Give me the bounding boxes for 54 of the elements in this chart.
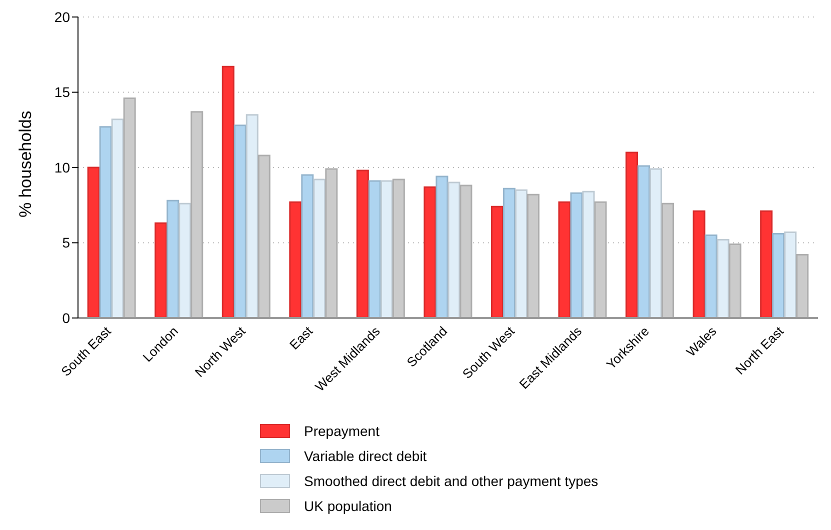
bar <box>123 98 136 318</box>
y-axis-title: % households <box>16 110 36 218</box>
legend-label: Smoothed direct debit and other payment types <box>304 472 598 488</box>
bar <box>448 182 460 318</box>
bar <box>424 186 436 318</box>
bar <box>570 192 583 318</box>
bar <box>436 176 448 318</box>
bar <box>594 201 607 318</box>
bar <box>692 210 706 318</box>
bar <box>502 188 516 318</box>
bar <box>99 126 112 318</box>
bar <box>325 168 338 318</box>
bar <box>650 168 662 318</box>
legend-label: Variable direct debit <box>304 448 427 464</box>
bar <box>526 194 540 318</box>
bar <box>111 118 124 318</box>
bar <box>728 244 742 318</box>
legend-label: Prepayment <box>304 422 380 438</box>
bar <box>716 238 730 318</box>
bar <box>626 152 638 318</box>
bar <box>222 66 234 318</box>
bar <box>356 170 369 318</box>
bar <box>514 189 528 318</box>
bar <box>490 206 504 318</box>
bar <box>796 254 809 318</box>
bar <box>258 154 270 318</box>
bar <box>772 232 785 318</box>
bar <box>368 180 381 318</box>
bar <box>460 184 472 318</box>
bar <box>558 201 571 318</box>
bar <box>313 178 326 318</box>
y-tick-label: 5 <box>62 234 70 251</box>
bar <box>154 222 168 318</box>
legend-label: UK population <box>304 498 392 514</box>
bar <box>784 231 797 318</box>
y-tick-label: 15 <box>54 84 70 100</box>
bar <box>392 178 405 318</box>
bar <box>301 174 314 318</box>
bar <box>190 111 204 318</box>
y-tick-label: 20 <box>54 8 70 25</box>
y-tick-label: 10 <box>54 159 70 176</box>
bar <box>289 201 302 318</box>
y-tick-label: 0 <box>62 310 70 326</box>
bar <box>87 166 100 318</box>
bar <box>246 114 258 318</box>
bar <box>760 210 773 318</box>
bar <box>638 165 650 318</box>
bar <box>178 202 192 318</box>
bar <box>582 190 595 318</box>
bar <box>166 200 180 318</box>
bar <box>234 124 246 318</box>
bar <box>704 234 718 318</box>
bar <box>662 202 674 318</box>
bar <box>380 180 393 318</box>
